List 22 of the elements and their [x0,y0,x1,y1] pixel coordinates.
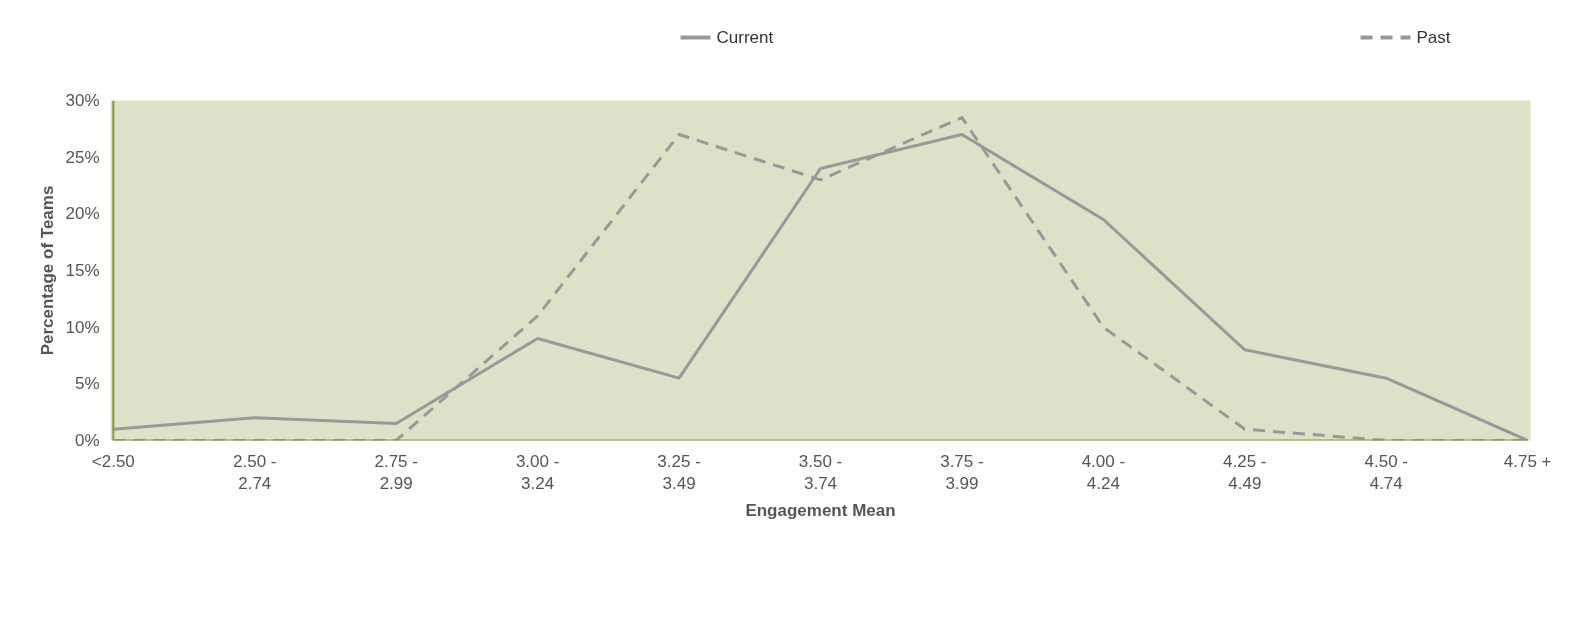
y-axis-title: Percentage of Teams [38,185,58,356]
y-tick-label: 15% [65,261,100,280]
x-tick-label: 4.00 - 4.24 [1081,451,1126,494]
x-tick-label: <2.50 [91,451,135,471]
y-tick-label: 10% [65,317,100,337]
legend-label: Current [716,28,774,47]
x-tick-label: 2.75 - 2.99 [374,451,418,494]
y-tick-label: 5% [74,374,100,394]
x-axis-title: Engagement Mean [745,501,896,521]
x-tick-label: 4.25 - 4.49 [1223,451,1267,494]
x-tick-label: 4.75 + [1503,451,1552,471]
x-tick-label: 2.50 - 2.74 [233,451,277,494]
x-tick-label: 3.00 - 3.24 [515,451,560,494]
y-tick-label: 0% [74,431,100,450]
y-tick-label: 25% [65,147,100,167]
x-tick-label: 3.75 - 3.99 [940,451,984,494]
y-tick-label: 20% [65,204,100,224]
legend-label: Past [1416,28,1451,47]
x-tick-label: 3.25 - 3.49 [657,451,701,494]
x-tick-label: 4.50 - 4.74 [1364,451,1408,494]
x-tick-label: 3.50 - 3.74 [798,451,843,494]
y-tick-label: 30% [65,91,100,110]
